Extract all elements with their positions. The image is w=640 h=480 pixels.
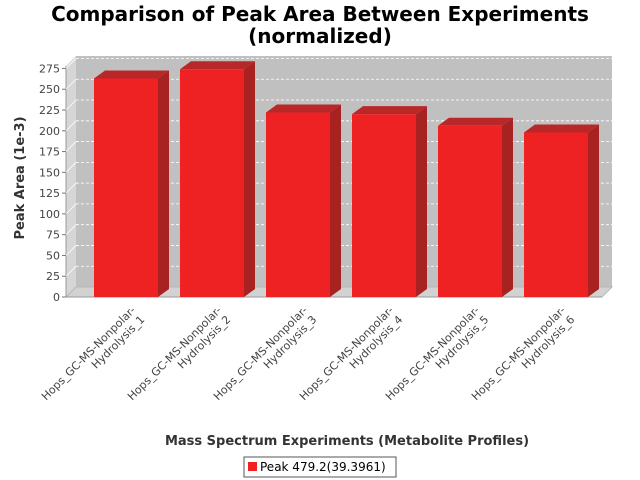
y-tick-label: 75 [46,229,60,242]
bar-top [94,70,169,79]
y-tick-label: 275 [39,62,60,75]
bar [180,61,255,297]
gridline-side [65,78,77,90]
y-axis-label: Peak Area (1e-3) [13,116,28,239]
gridline-side [65,265,77,277]
bar [352,106,427,297]
bar-side [244,61,255,297]
bar-side [330,104,341,297]
y-tick-label: 225 [39,104,60,117]
y-tick-label: 50 [46,249,60,262]
gridline-side [65,182,77,194]
gridline-side [65,203,77,215]
legend-label: Peak 479.2(39.3961) [260,460,386,474]
bar [94,70,169,297]
chart-title-line2: (normalized) [248,24,392,48]
bar-side [502,117,513,297]
bar [438,117,513,297]
bars [94,61,599,297]
legend-box [243,456,397,478]
y-tick-label: 125 [39,187,60,200]
bar [266,104,341,297]
bar-front [438,125,502,297]
chart-title-line1: Comparison of Peak Area Between Experime… [51,2,589,26]
gridline-side [65,120,77,132]
x-axis-label: Mass Spectrum Experiments (Metabolite Pr… [165,434,529,449]
bar-front [352,114,416,297]
bar-top [180,61,255,70]
x-axis-categories: Hops_GC-MS-Nonpolar-Hydrolysis_1Hops_GC-… [39,304,577,403]
bar-top [438,117,513,126]
plot-left-wall [66,56,76,297]
bar-side [416,106,427,297]
gridline-side [65,58,77,69]
y-axis-ticks: 0 25 50 75 100 125 150 175 200 225 250 275 [39,62,66,304]
gridline-side [65,141,77,152]
bar-top [352,106,427,115]
gridline-side [65,99,77,111]
legend: Peak 479.2(39.3961) [243,456,397,478]
y-tick-label: 150 [39,166,60,179]
y-tick-label: 200 [39,125,60,138]
bar-side [588,124,599,297]
bar [524,124,599,297]
bar-front [180,69,244,297]
gridline-side [65,245,77,256]
x-tick-label-line: Hops_GC-MS-Nonpolar- [39,304,138,403]
bar-front [94,78,158,297]
gridline-side [65,162,77,173]
bar-top [266,104,341,113]
y-tick-label: 100 [39,208,60,221]
bar-top [524,124,599,133]
gridline-side [65,224,77,235]
bar-front [524,132,588,297]
bar-side [158,70,169,297]
legend-swatch [248,462,257,471]
y-tick-label: 250 [39,83,60,96]
y-tick-label: 0 [53,291,60,304]
bar-front [266,112,330,297]
y-tick-label: 175 [39,146,60,159]
y-tick-label: 25 [46,270,60,283]
